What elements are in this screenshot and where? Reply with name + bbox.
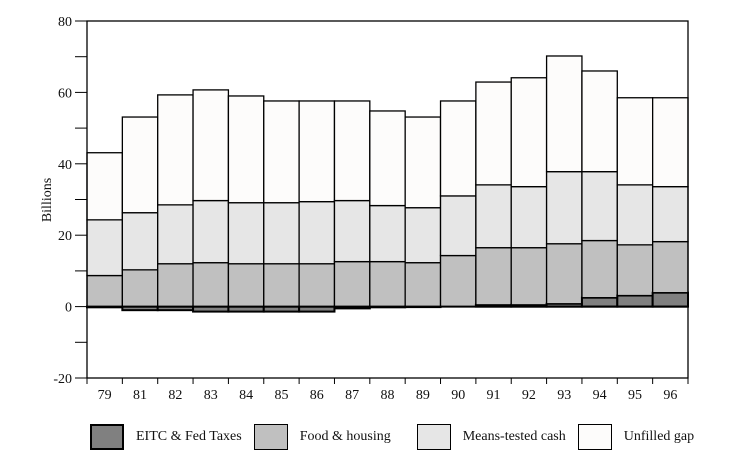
- legend-swatch-food-housing: [253, 424, 288, 450]
- bar-means-tested-cash-94: [581, 171, 618, 242]
- legend-item-unfilled-gap: Unfilled gap: [577, 424, 695, 450]
- bar-unfilled-gap-96: [651, 97, 689, 188]
- x-tick-label-79: 79: [98, 388, 112, 403]
- bar-food-and-housing-81: [121, 269, 159, 308]
- bar-unfilled-gap-94: [581, 70, 618, 173]
- bar-means-tested-cash-79: [86, 219, 124, 277]
- legend-label-eitc: EITC & Fed Taxes: [136, 429, 242, 444]
- bar-means-tested-cash-96: [651, 185, 689, 243]
- bar-means-tested-cash-83: [192, 199, 230, 264]
- bar-food-and-housing-79: [86, 274, 124, 308]
- bar-food-and-housing-90: [439, 254, 477, 308]
- bar-unfilled-gap-79: [86, 152, 124, 221]
- x-tick-label-92: 92: [522, 388, 536, 403]
- x-tick-label-95: 95: [628, 388, 642, 403]
- bars-group: [86, 55, 689, 313]
- bar-unfilled-gap-83: [192, 89, 230, 202]
- x-tick-label-89: 89: [416, 388, 430, 403]
- legend-label-unfilled-gap: Unfilled gap: [623, 429, 695, 444]
- x-tick-label-94: 94: [593, 388, 607, 403]
- bar-means-tested-cash-92: [510, 185, 548, 249]
- bar-unfilled-gap-82: [157, 94, 194, 206]
- bar-food-and-housing-94: [581, 239, 618, 299]
- y-tick-label: 80: [58, 15, 72, 30]
- bar-food-and-housing-96: [651, 240, 689, 294]
- bar-means-tested-cash-86: [298, 200, 336, 265]
- legend: EITC & Fed Taxes Food & housing Means-te…: [90, 424, 706, 450]
- legend-item-food-housing: Food & housing: [253, 424, 391, 450]
- bar-unfilled-gap-84: [227, 95, 265, 204]
- stacked-bar-chart: -20 0 20 40 60 80 79 81 82 83 84 85 86 87 88 89 90 91 92 93…: [40, 15, 689, 403]
- legend-swatch-means-tested-cash: [416, 424, 451, 450]
- bar-eitc-and-fed-taxes-94: [580, 296, 619, 308]
- bar-food-and-housing-86: [298, 263, 336, 308]
- bar-unfilled-gap-87: [333, 100, 371, 202]
- x-tick-label-96: 96: [663, 388, 677, 403]
- x-tick-label-86: 86: [310, 388, 324, 403]
- legend-item-means-tested-cash: Means-tested cash: [416, 424, 566, 450]
- bar-unfilled-gap-85: [263, 100, 300, 204]
- bar-food-and-housing-87: [333, 260, 371, 308]
- bar-means-tested-cash-89: [404, 207, 442, 264]
- bar-unfilled-gap-92: [510, 77, 548, 188]
- bar-unfilled-gap-86: [298, 100, 336, 203]
- x-tick-label-87: 87: [345, 388, 359, 403]
- y-tick-label: 20: [58, 229, 72, 244]
- x-tick-label-81: 81: [133, 388, 147, 403]
- bar-food-and-housing-82: [157, 263, 194, 308]
- x-tick-label-91: 91: [487, 388, 501, 403]
- bar-means-tested-cash-82: [157, 204, 194, 265]
- bar-means-tested-cash-90: [439, 195, 477, 257]
- legend-item-eitc: EITC & Fed Taxes: [90, 424, 242, 450]
- bar-means-tested-cash-84: [227, 202, 265, 265]
- bar-eitc-and-fed-taxes-96: [651, 291, 689, 308]
- bar-means-tested-cash-81: [121, 212, 159, 271]
- bar-food-and-housing-93: [545, 243, 583, 305]
- legend-swatch-unfilled-gap: [577, 424, 612, 450]
- x-tick-label-82: 82: [168, 388, 182, 403]
- bar-means-tested-cash-93: [545, 171, 583, 245]
- y-tick-label: 60: [58, 86, 72, 101]
- bar-means-tested-cash-88: [369, 204, 406, 263]
- x-tick-label-85: 85: [274, 388, 288, 403]
- bar-unfilled-gap-95: [616, 97, 654, 186]
- bar-food-and-housing-84: [227, 263, 265, 308]
- x-tick-label-88: 88: [381, 388, 395, 403]
- bar-food-and-housing-91: [475, 247, 512, 306]
- axes-group: -20 0 20 40 60 80 79 81 82 83 84 85 86 87 88 89 90 91 92 93…: [53, 15, 689, 403]
- bar-means-tested-cash-91: [475, 184, 512, 249]
- bar-means-tested-cash-95: [616, 184, 654, 246]
- bar-unfilled-gap-91: [475, 81, 512, 186]
- bar-eitc-and-fed-taxes-95: [616, 294, 654, 308]
- y-tick-label: 0: [65, 301, 72, 316]
- bar-unfilled-gap-81: [121, 116, 159, 214]
- bar-food-and-housing-89: [404, 262, 442, 308]
- x-tick-label-90: 90: [451, 388, 465, 403]
- bar-food-and-housing-85: [263, 263, 300, 308]
- y-tick-label: 40: [58, 158, 72, 173]
- bar-means-tested-cash-85: [263, 202, 300, 265]
- bar-unfilled-gap-90: [439, 100, 477, 197]
- bar-food-and-housing-88: [369, 260, 406, 308]
- y-tick-label: -20: [53, 372, 72, 387]
- x-tick-label-83: 83: [204, 388, 218, 403]
- bar-food-and-housing-95: [616, 244, 654, 297]
- legend-label-means-tested-cash: Means-tested cash: [462, 429, 566, 444]
- bar-unfilled-gap-89: [404, 116, 442, 209]
- x-tick-label-84: 84: [239, 388, 253, 403]
- x-tick-label-93: 93: [557, 388, 571, 403]
- legend-label-food-housing: Food & housing: [299, 429, 391, 444]
- bar-unfilled-gap-88: [369, 110, 406, 207]
- bar-unfilled-gap-93: [545, 55, 583, 173]
- legend-swatch-eitc: [90, 424, 124, 450]
- bar-food-and-housing-83: [192, 262, 230, 308]
- y-axis-title: Billions: [40, 178, 55, 222]
- bar-food-and-housing-92: [510, 247, 548, 306]
- bar-means-tested-cash-87: [333, 199, 371, 263]
